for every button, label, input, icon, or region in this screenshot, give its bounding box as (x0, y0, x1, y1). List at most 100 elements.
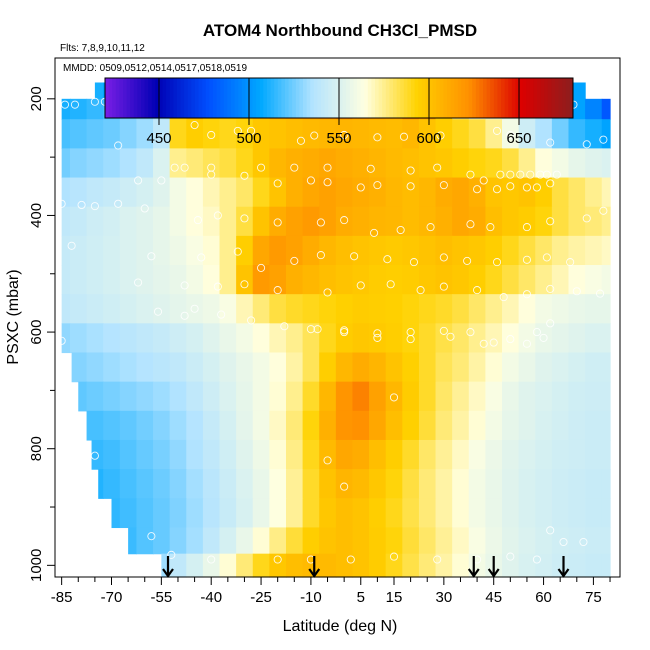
heatmap-cell (119, 498, 138, 529)
heatmap-cell (236, 148, 254, 179)
observation-point (389, 393, 399, 402)
colorbar-segment (306, 78, 311, 118)
heatmap-cell (418, 352, 437, 383)
heatmap-cell (153, 381, 171, 412)
y-tick-label: 400 (28, 203, 45, 228)
heatmap-cell (418, 323, 437, 354)
heatmap-cell (61, 177, 71, 208)
observation-point (426, 223, 435, 232)
heatmap-cell (502, 119, 520, 149)
heatmap-cell (585, 98, 603, 120)
colorbar-segment (133, 78, 138, 118)
observation-point (290, 163, 299, 172)
heatmap-cell (551, 294, 570, 324)
heatmap-cell (601, 381, 611, 412)
heatmap-cell (319, 119, 337, 149)
heatmap-cell (219, 206, 237, 237)
heatmap-cell (269, 294, 287, 324)
heatmap-cell (236, 553, 254, 578)
observation-point (313, 325, 322, 334)
colorbar-segment (515, 78, 520, 118)
heatmap-cell (103, 469, 121, 499)
observation-point (542, 170, 551, 179)
heatmap-cell (252, 265, 270, 295)
heatmap-cell (103, 177, 121, 208)
heatmap-cell (236, 323, 254, 354)
heatmap-cell (369, 352, 387, 383)
heatmap-cell (568, 206, 586, 237)
heatmap-cell (219, 439, 237, 470)
colorbar-segment (443, 78, 448, 118)
heatmap-cell (269, 439, 287, 470)
observation-point (147, 252, 156, 261)
heatmap-cell (86, 177, 104, 208)
heatmap-cell (402, 206, 420, 237)
colorbar-segment (241, 78, 246, 118)
heatmap-cell (302, 527, 320, 555)
observation-point (406, 166, 415, 175)
heatmap-cell (485, 410, 503, 441)
heatmap-cell (402, 469, 420, 499)
observation-point (197, 253, 206, 262)
heatmap-cell (535, 439, 553, 470)
heatmap-cell (136, 206, 154, 237)
observation-point (323, 178, 332, 187)
colorbar-segment (400, 78, 405, 118)
heatmap-cell (585, 294, 603, 324)
colorbar-segment (547, 78, 552, 118)
heatmap-cell (452, 381, 470, 412)
heatmap-cell (601, 119, 611, 149)
heatmap-cell (86, 381, 104, 412)
observation-point (446, 332, 455, 341)
colorbar-segment (508, 78, 513, 118)
colorbar-segment (393, 78, 398, 118)
colorbar-segment (299, 78, 304, 118)
observation-point (147, 532, 156, 541)
heatmap-cell (61, 98, 71, 120)
heatmap-cell (285, 352, 304, 383)
heatmap-cell (568, 352, 586, 383)
observation-point (466, 328, 475, 337)
heatmap-cell (535, 469, 553, 499)
observation-point (436, 131, 445, 140)
heatmap-cell (352, 553, 370, 578)
heatmap-cell (335, 553, 354, 578)
heatmap-cell (136, 410, 154, 441)
heatmap-cell (302, 498, 320, 529)
colorbar-segment (270, 78, 275, 118)
heatmap-cell (385, 469, 403, 499)
colorbar-segment (414, 78, 419, 118)
observation-point (582, 214, 591, 223)
heatmap-cell (568, 553, 586, 578)
heatmap-cell (136, 265, 154, 295)
heatmap-cell (86, 119, 104, 149)
heatmap-cell (269, 148, 287, 179)
observation-point (273, 218, 282, 227)
colorbar-segment (213, 78, 218, 118)
heatmap-cell (551, 265, 570, 295)
heatmap-cell (551, 119, 570, 149)
observation-point (373, 333, 382, 342)
heatmap-cell (169, 352, 187, 383)
heatmap-cell (502, 527, 520, 555)
heatmap-cell (551, 410, 570, 441)
heatmap-cell (601, 527, 611, 555)
heatmap-cell (285, 235, 304, 266)
heatmap-cell (502, 352, 520, 383)
colorbar-segment (184, 78, 189, 118)
heatmap-cell (319, 553, 337, 578)
heatmap-cell (153, 498, 171, 529)
colorbar-segment (335, 78, 340, 118)
heatmap-cell (319, 265, 337, 295)
heatmap-cell (369, 553, 387, 578)
heatmap-cell (468, 439, 486, 470)
heatmap-cell (385, 177, 403, 208)
flight-arrow-head (487, 568, 500, 578)
colorbar-segment (447, 78, 452, 118)
heatmap-cell (302, 352, 320, 383)
heatmap-cell (418, 235, 437, 266)
colorbar-segment (382, 78, 387, 118)
heatmap-cell (319, 498, 337, 529)
heatmap-cell (468, 498, 486, 529)
